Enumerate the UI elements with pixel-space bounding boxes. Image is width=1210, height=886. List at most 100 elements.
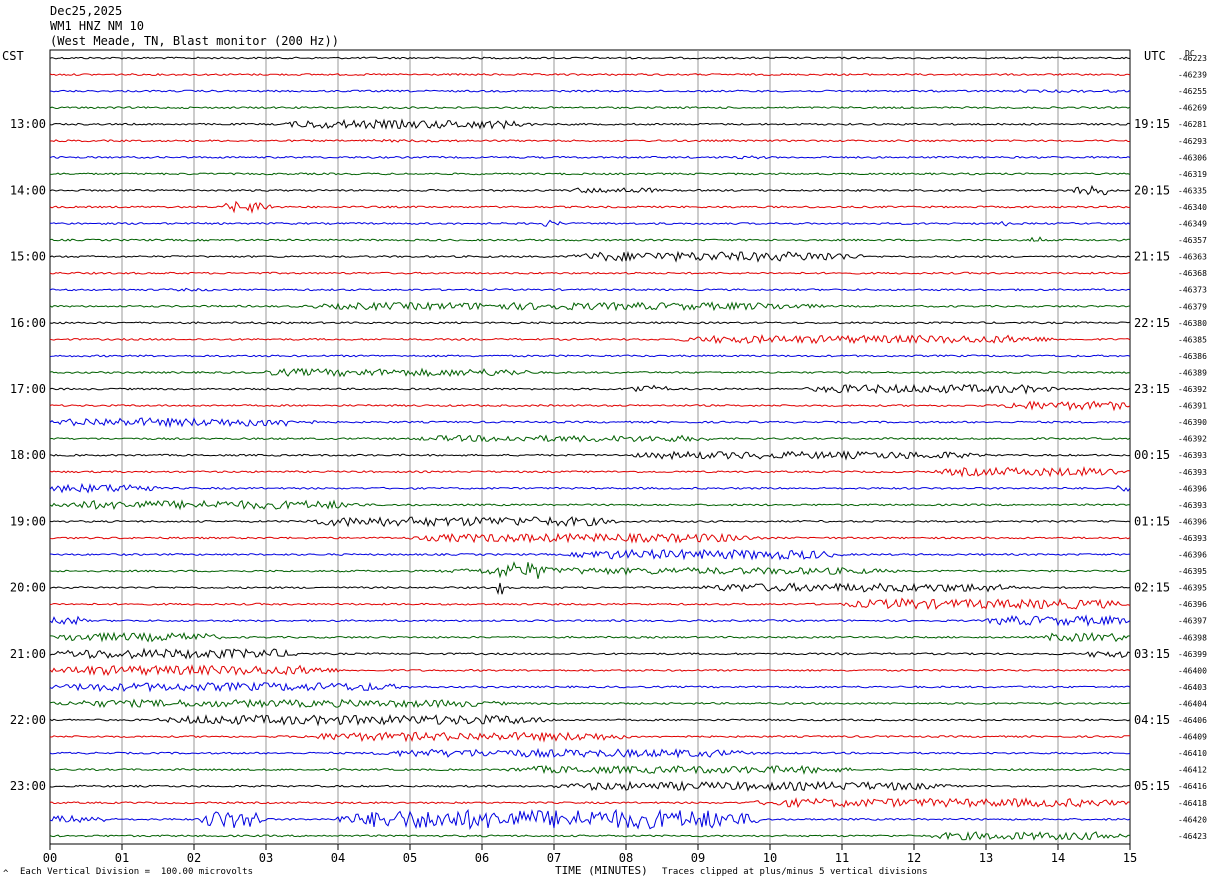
dc-offset-label: -46363 [1178, 253, 1207, 262]
right-hour-label: 02:15 [1134, 581, 1170, 595]
seismic-trace [49, 664, 1131, 677]
seismic-trace [49, 731, 1130, 743]
seismic-trace [49, 797, 1131, 809]
seismic-trace [49, 561, 1131, 579]
dc-offset-label: -46293 [1178, 137, 1207, 146]
dc-offset-label: -46340 [1178, 203, 1207, 212]
dc-offset-label: -46385 [1178, 335, 1207, 344]
dc-offset-label: -46398 [1178, 633, 1207, 642]
x-axis-label: TIME (MINUTES) [555, 864, 648, 877]
left-hour-label: 21:00 [10, 647, 46, 661]
corner-mark: ^ [3, 869, 9, 879]
left-hour-label: 23:00 [10, 779, 46, 793]
dc-offset-label: -46269 [1178, 104, 1207, 113]
right-hour-label: 04:15 [1134, 713, 1170, 727]
dc-offset-label: -46420 [1178, 815, 1207, 824]
left-hour-label: 20:00 [10, 581, 46, 595]
x-tick-label: 14 [1051, 851, 1065, 865]
seismic-trace [49, 747, 1131, 759]
seismic-trace [49, 532, 1131, 544]
x-tick-label: 04 [331, 851, 345, 865]
dc-offset-label: -46393 [1178, 468, 1207, 477]
seismic-trace [49, 250, 1131, 263]
seismic-trace [49, 499, 1130, 511]
dc-offset-label: -46412 [1178, 766, 1207, 775]
seismic-trace [49, 808, 1131, 831]
dc-offset-label: -46423 [1178, 832, 1207, 841]
right-timezone: UTC [1144, 49, 1166, 63]
seismic-trace [49, 647, 1131, 660]
dc-offset-label: -46223 [1178, 54, 1207, 63]
seismic-trace [49, 200, 1130, 214]
seismic-trace [49, 698, 1130, 709]
header-date: Dec25,2025 [50, 4, 123, 18]
dc-label: DC [1185, 49, 1195, 58]
dc-offset-label: -46389 [1178, 368, 1207, 377]
left-hour-label: 19:00 [10, 514, 46, 528]
dc-offset-label: -46396 [1178, 484, 1207, 493]
seismic-trace [49, 383, 1131, 395]
left-hour-label: 14:00 [10, 183, 46, 197]
x-tick-label: 09 [691, 851, 705, 865]
seismic-trace [49, 548, 1131, 561]
seismic-trace [49, 334, 1131, 345]
dc-offset-label: -46255 [1178, 87, 1207, 96]
seismic-trace [49, 118, 1131, 130]
seismic-trace [49, 219, 1131, 227]
dc-offset-label: -46410 [1178, 749, 1207, 758]
dc-offset-label: -46395 [1178, 567, 1207, 576]
dc-offset-label: -46416 [1178, 782, 1207, 791]
left-hour-label: 13:00 [10, 117, 46, 131]
seismic-trace [49, 417, 1131, 429]
seismic-trace [50, 631, 1131, 643]
right-hour-label: 21:15 [1134, 250, 1170, 264]
dc-offset-label: -46357 [1178, 236, 1207, 245]
right-hour-label: 19:15 [1134, 117, 1170, 131]
header-location: (West Meade, TN, Blast monitor (200 Hz)) [50, 34, 339, 48]
seismic-trace [49, 482, 1131, 494]
dc-offset-label: -46349 [1178, 220, 1207, 229]
seismic-trace [49, 582, 1131, 595]
dc-offset-label: -46418 [1178, 799, 1207, 808]
dc-offset-label: -46239 [1178, 71, 1207, 80]
right-hour-label: 00:15 [1134, 448, 1170, 462]
header-station: WM1 HNZ NM 10 [50, 19, 144, 33]
left-hour-label: 17:00 [10, 382, 46, 396]
dc-offset-label: -46404 [1178, 699, 1207, 708]
dc-offset-label: -46306 [1178, 153, 1207, 162]
trace-group [49, 56, 1131, 841]
seismic-trace [49, 465, 1131, 478]
seismic-trace [49, 367, 1131, 378]
seismic-trace [49, 831, 1131, 841]
vertical-division-note: Each Vertical Division = 100.00 microvol… [20, 867, 253, 877]
x-tick-label: 10 [763, 851, 777, 865]
dc-offset-label: -46399 [1178, 650, 1207, 659]
dc-offset-label: -46379 [1178, 302, 1207, 311]
left-hour-label: 15:00 [10, 250, 46, 264]
right-hour-label: 01:15 [1134, 514, 1170, 528]
dc-offset-label: -46319 [1178, 170, 1207, 179]
left-hour-label: 18:00 [10, 448, 46, 462]
x-tick-group: 00 01 02 03 04 05 06 07 08 09 10 11 12 13 14 15 [43, 844, 1137, 865]
right-hour-label: 05:15 [1134, 779, 1170, 793]
seismic-trace [49, 138, 1130, 143]
dc-offset-label: -46392 [1178, 435, 1207, 444]
dc-offset-label: -46393 [1178, 451, 1207, 460]
dc-offset-label: -46397 [1178, 617, 1207, 626]
seismic-trace [49, 321, 1131, 325]
seismic-trace [49, 155, 1131, 160]
dc-offset-label: -46368 [1178, 269, 1207, 278]
dc-offset-label: -46396 [1178, 551, 1207, 560]
dc-offset-label: -46390 [1178, 418, 1207, 427]
seismic-trace [49, 106, 1131, 110]
seismic-trace [49, 73, 1131, 77]
dc-offset-label: -46406 [1178, 716, 1207, 725]
left-timezone: CST [2, 49, 24, 63]
plot-frame [49, 49, 1131, 845]
right-hour-label: 22:15 [1134, 316, 1170, 330]
x-tick-label: 07 [547, 851, 561, 865]
seismic-trace [49, 764, 1131, 775]
seismic-trace [49, 354, 1131, 358]
right-hour-label: 23:15 [1134, 382, 1170, 396]
